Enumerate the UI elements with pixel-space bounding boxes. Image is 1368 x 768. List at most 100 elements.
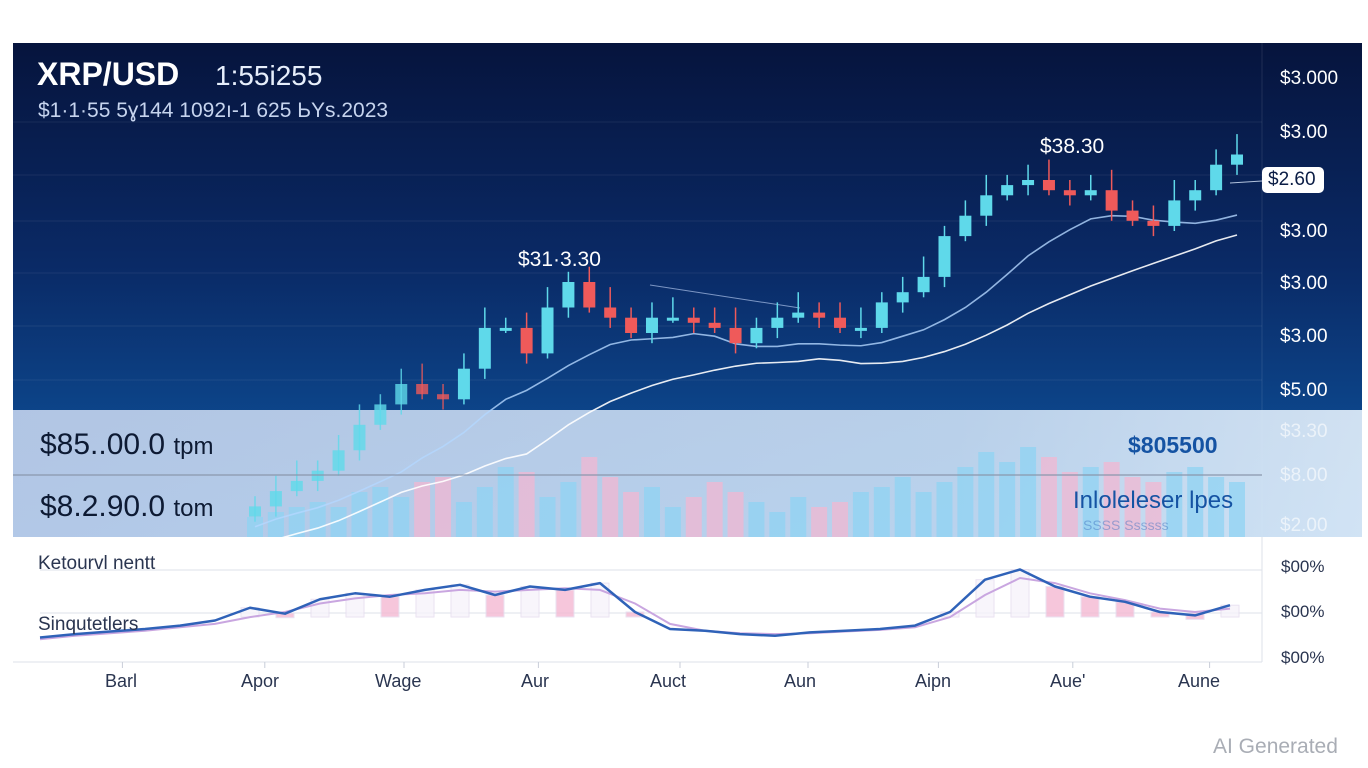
indicator-line	[39, 568, 1231, 639]
volume-bar	[1124, 477, 1141, 537]
volume-bar	[811, 507, 828, 537]
indicator-tick-label: $00%	[1281, 648, 1325, 667]
candle-body	[1105, 190, 1118, 211]
candle-body	[416, 384, 429, 395]
candle-body	[813, 312, 826, 318]
moving-average-line	[254, 234, 1238, 548]
candle-body	[311, 470, 324, 481]
volume-bar	[685, 497, 702, 537]
candle-body	[541, 307, 554, 354]
current-price-tag: $2.60	[1262, 167, 1324, 193]
moving-average-line	[254, 214, 1238, 528]
pair-value: 1:55i255	[215, 60, 323, 91]
volume-bar	[581, 457, 598, 537]
y-tick-label: $3.00	[1280, 273, 1328, 294]
candle-body	[1001, 185, 1014, 196]
volume-bar	[1187, 467, 1204, 537]
candle-body	[562, 282, 575, 308]
candle-body	[1189, 190, 1202, 201]
candle-body	[332, 450, 345, 471]
volume-bar	[957, 467, 974, 537]
volume-bar	[539, 497, 556, 537]
y-tick-label: $3.00	[1280, 221, 1328, 242]
candle-body	[708, 322, 721, 328]
volume-bar	[414, 482, 431, 537]
indicator-label-top: Ketourvl nentt	[38, 553, 156, 574]
candle-body	[374, 404, 387, 425]
pair-title: XRP/USD	[37, 56, 180, 92]
band-right-label: Inloleleser lpes	[1073, 487, 1234, 514]
volume-bar	[330, 507, 347, 537]
candle-body	[666, 317, 679, 321]
candle-body	[1022, 180, 1035, 186]
candle-body	[645, 317, 658, 333]
band-right-value: $805500	[1128, 432, 1218, 458]
signal-line	[39, 576, 1231, 641]
candle-body	[917, 276, 930, 293]
candle-body	[249, 506, 261, 517]
histogram-bar	[555, 589, 575, 618]
y-tick-label: $3.00	[1280, 326, 1328, 347]
indicator-tick-label: $00%	[1281, 557, 1325, 576]
volume-bar	[560, 482, 577, 537]
y-tick-label: $3.30	[1280, 421, 1328, 442]
candle-body	[499, 327, 512, 331]
candle-body	[1168, 200, 1181, 226]
volume-bar	[393, 497, 410, 537]
candle-body	[959, 215, 972, 237]
y-tick-label: $2.00	[1280, 515, 1328, 536]
indicator-tick-label: $00%	[1281, 602, 1325, 621]
volume-bar	[873, 487, 890, 537]
volume-bar	[706, 482, 723, 537]
candle-body	[1084, 190, 1097, 196]
volume-bar	[351, 492, 368, 537]
candle-body	[1042, 180, 1055, 191]
volume-bar	[455, 502, 472, 537]
volume-bar	[769, 512, 786, 537]
volume-bar	[852, 492, 869, 537]
x-tick-label: Apor	[241, 671, 280, 691]
volume-bar	[372, 487, 389, 537]
candle-body	[729, 327, 742, 344]
volume-bar	[832, 502, 849, 537]
candle-body	[771, 317, 784, 328]
volume-bar	[1082, 467, 1099, 537]
volume-bar	[1061, 472, 1078, 537]
candle-body	[1210, 164, 1223, 191]
volume-bar	[748, 502, 765, 537]
candle-body	[980, 195, 993, 216]
volume-bar	[790, 497, 807, 537]
candle-body	[520, 327, 533, 354]
volume-bar	[1040, 457, 1057, 537]
histogram-bar	[1045, 586, 1065, 618]
candle-body	[854, 327, 867, 331]
candle-body	[1231, 154, 1243, 165]
volume-bar	[1103, 462, 1120, 537]
candle-body	[478, 327, 491, 369]
candle-body	[290, 480, 303, 492]
band-right-sub: SSSS Ssssss	[1083, 517, 1169, 533]
candle-body	[938, 236, 951, 277]
volume-bar	[999, 462, 1016, 537]
volume-bar	[664, 507, 681, 537]
volume-bar	[727, 492, 744, 537]
stat-2: $8.2.90.0 tom	[40, 490, 213, 524]
x-tick-label: Aipn	[915, 671, 952, 691]
candle-body	[437, 394, 450, 400]
x-tick-label: Auct	[650, 671, 687, 691]
candle-body	[353, 424, 366, 451]
candle-body	[457, 368, 470, 400]
candle-body	[625, 317, 638, 333]
volume-bar	[1145, 482, 1162, 537]
y-tick-label: $5.00	[1280, 380, 1328, 401]
indicator-label-bottom: Sinqutetlers	[38, 614, 139, 635]
pair-subtitle: $1·1·55 5ɣ144 1092ı-1 625 ЬYs.2023	[38, 99, 389, 122]
candle-body	[896, 292, 909, 303]
volume-bar	[476, 487, 493, 537]
y-tick-label: $3.000	[1280, 68, 1339, 89]
histogram-bar	[485, 594, 505, 618]
candle-body	[1126, 210, 1139, 221]
candle-body	[604, 307, 617, 318]
